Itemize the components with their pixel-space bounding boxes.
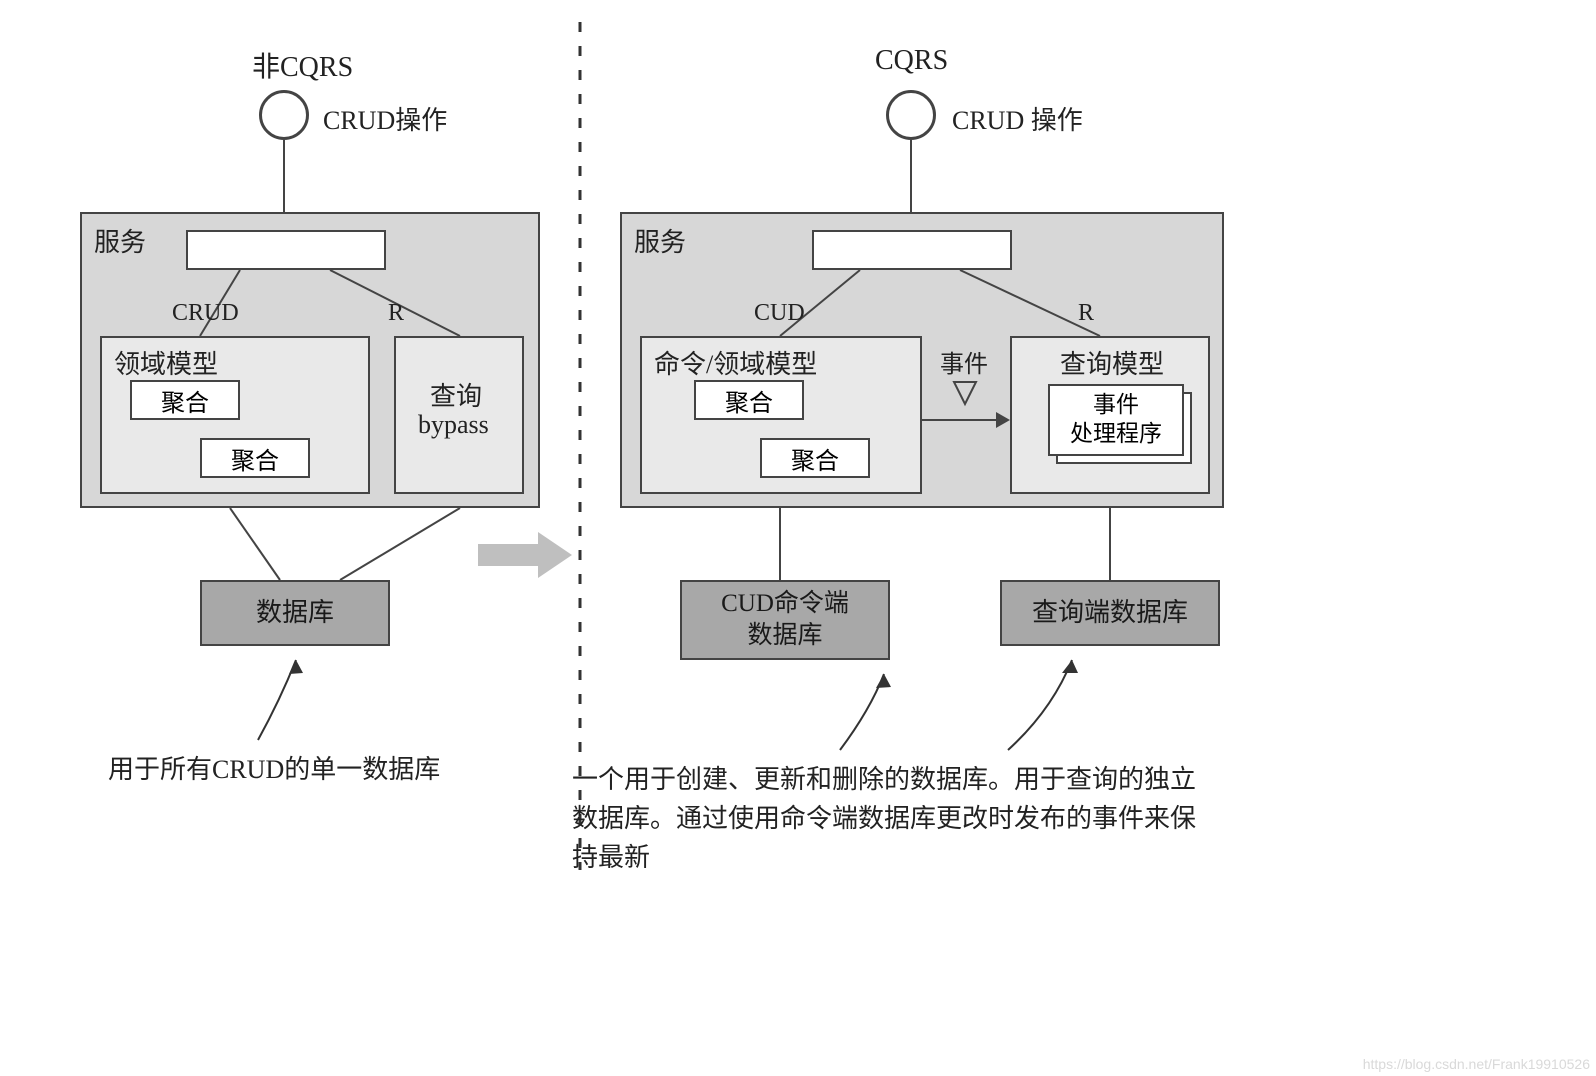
right-handler: 事件 处理程序 (1048, 384, 1184, 456)
left-query-line2: bypass (418, 410, 489, 440)
right-db-right: 查询端数据库 (1000, 580, 1220, 646)
right-handler-line1: 事件 (1093, 391, 1139, 420)
right-db-left: CUD命令端 数据库 (680, 580, 890, 660)
left-db: 数据库 (200, 580, 390, 646)
right-query-title: 查询模型 (1060, 344, 1164, 381)
left-db-lines (0, 0, 1596, 1076)
left-db-label: 数据库 (256, 596, 334, 630)
right-caption: 一个用于创建、更新和删除的数据库。用于查询的独立数据库。通过使用命令端数据库更改… (572, 760, 1212, 877)
left-edge-right: R (388, 300, 404, 327)
left-actor-circle (259, 90, 309, 140)
right-agg1-label: 聚合 (725, 383, 773, 418)
right-title: CQRS (875, 45, 948, 77)
right-actor-line (0, 0, 1596, 1076)
right-entry-lines (0, 0, 1596, 1076)
left-entry-lines (0, 0, 1596, 1076)
right-event-label: 事件 (940, 344, 988, 379)
left-domain-title: 领域模型 (114, 344, 218, 381)
left-agg1: 聚合 (130, 380, 240, 420)
right-edge-left: CUD (754, 300, 805, 327)
right-agg2: 聚合 (760, 438, 870, 478)
right-handler-line2: 处理程序 (1070, 420, 1162, 449)
right-actor-circle (886, 90, 936, 140)
watermark: https://blog.csdn.net/Frank19910526 (1363, 1056, 1590, 1072)
left-service-label: 服务 (94, 222, 146, 259)
left-caption-arrow (0, 0, 1596, 1076)
right-db-left-label: CUD命令端 数据库 (721, 588, 849, 653)
right-service-label: 服务 (634, 222, 686, 259)
left-agg1-label: 聚合 (161, 383, 209, 418)
right-event-arrow (0, 0, 1596, 1076)
left-edge-left: CRUD (172, 300, 239, 327)
left-actor-line (0, 0, 1596, 1076)
left-actor-label: CRUD操作 (323, 100, 447, 137)
right-edge-right: R (1078, 300, 1094, 327)
left-agg2-label: 聚合 (231, 441, 279, 476)
left-caption: 用于所有CRUD的单一数据库 (108, 750, 440, 789)
right-agg1: 聚合 (694, 380, 804, 420)
right-service-entry (812, 230, 1012, 270)
right-command-title: 命令/领域模型 (654, 344, 817, 381)
left-agg2: 聚合 (200, 438, 310, 478)
right-agg2-label: 聚合 (791, 441, 839, 476)
right-caption-arrows (0, 0, 1596, 1076)
center-arrow (0, 0, 1596, 1076)
divider-line (0, 0, 1596, 1076)
right-actor-label: CRUD 操作 (952, 100, 1083, 137)
left-query-line1: 查询 (430, 376, 482, 413)
right-db-lines (0, 0, 1596, 1076)
right-db-right-label: 查询端数据库 (1032, 596, 1188, 630)
left-title: 非CQRS (252, 45, 353, 85)
left-service-entry (186, 230, 386, 270)
